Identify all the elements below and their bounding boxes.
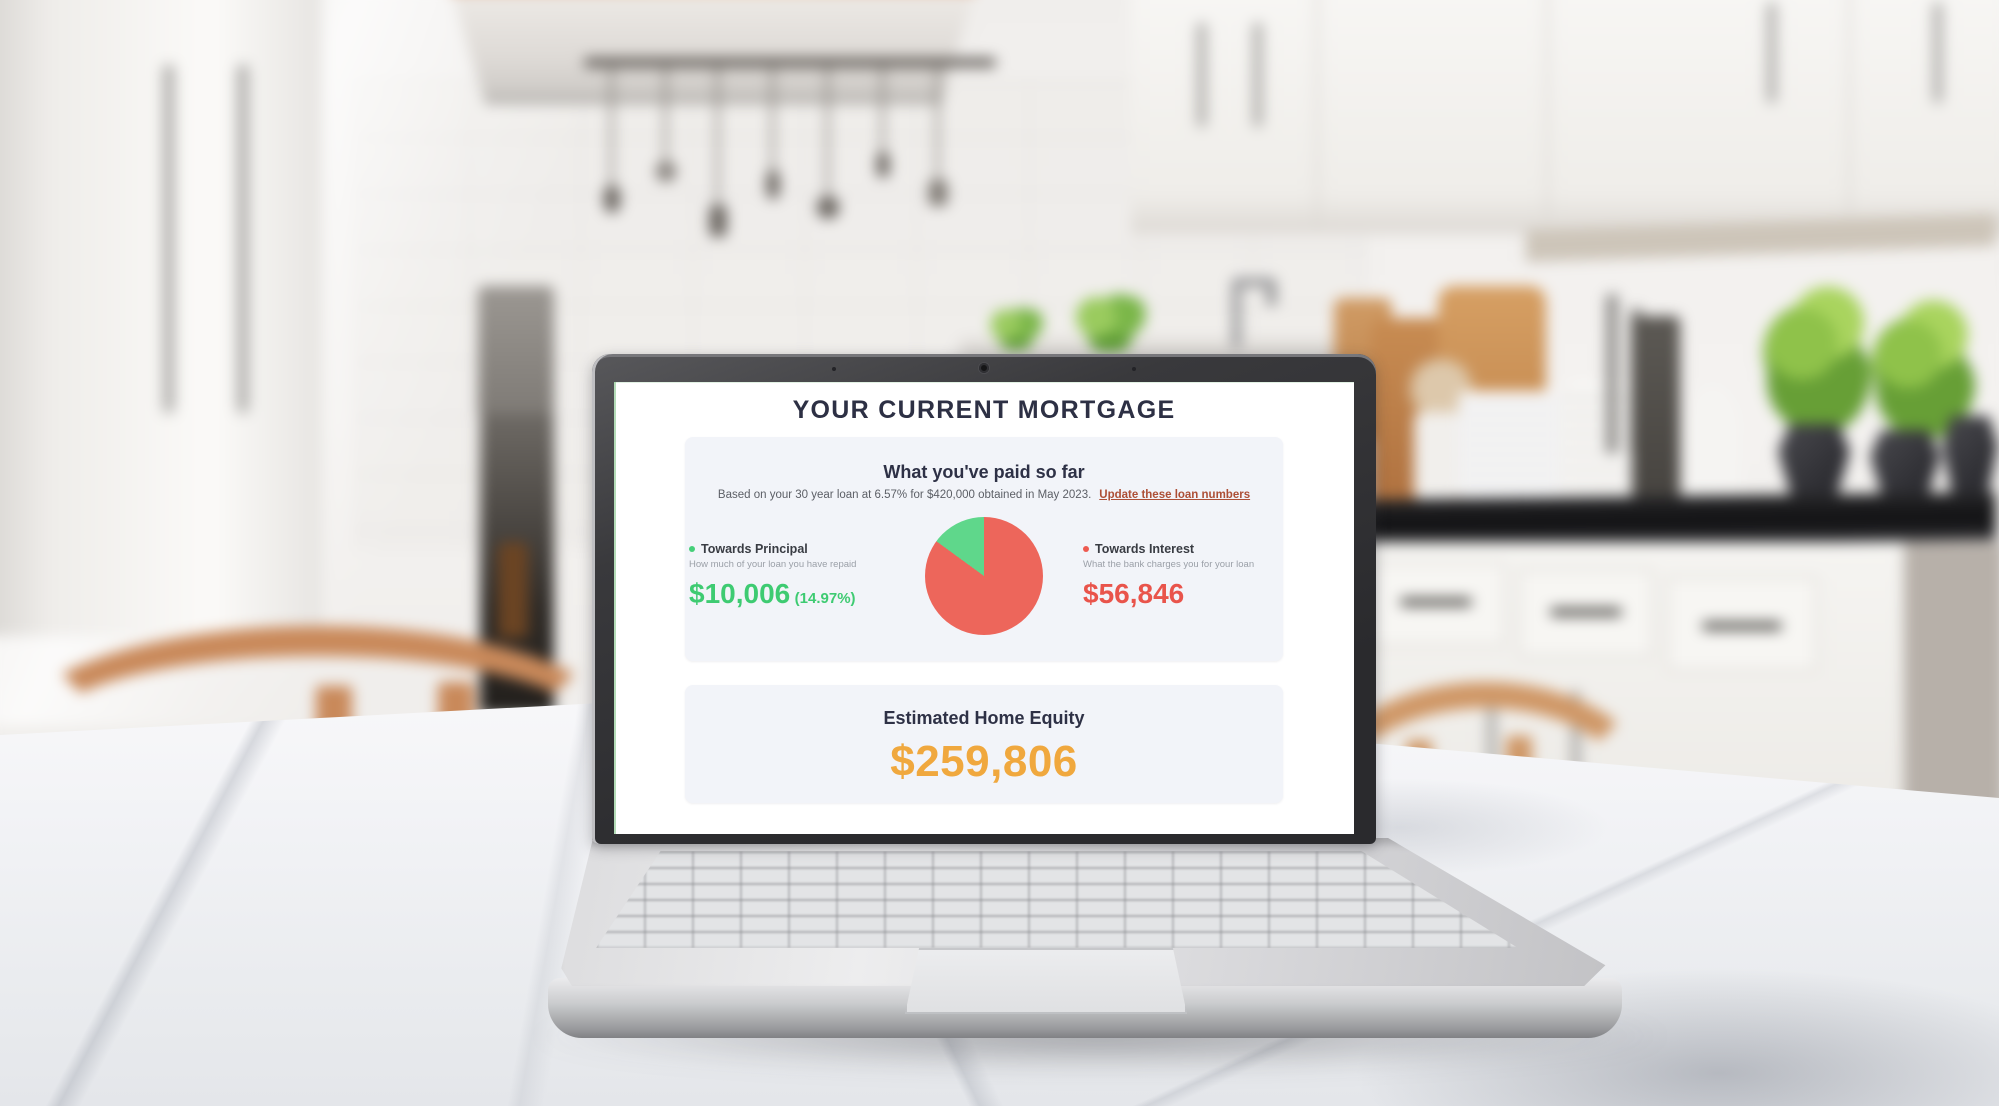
faucet-spout bbox=[1267, 284, 1276, 306]
update-loan-link[interactable]: Update these loan numbers bbox=[1099, 489, 1251, 501]
keyboard[interactable] bbox=[596, 851, 1518, 948]
plate-stack bbox=[1458, 391, 1560, 501]
cabinet-handle bbox=[1198, 22, 1205, 126]
principal-bullet-icon bbox=[689, 546, 695, 552]
herb-plant bbox=[981, 308, 1051, 350]
utensil-rail bbox=[584, 58, 996, 67]
paid-so-far-card: What you've paid so far Based on your 30… bbox=[685, 437, 1283, 661]
pie-chart bbox=[925, 517, 1043, 635]
cabinet-seam bbox=[1546, 0, 1549, 221]
camera-sensor-dot bbox=[1132, 367, 1136, 371]
home-equity-card: Estimated Home Equity $259,806 bbox=[685, 685, 1283, 803]
interest-label-row: Towards Interest bbox=[1083, 542, 1279, 556]
hanging-whisk bbox=[771, 67, 774, 172]
equity-heading: Estimated Home Equity bbox=[883, 708, 1085, 728]
herb-plant bbox=[1064, 294, 1156, 352]
drawer bbox=[1666, 576, 1818, 672]
loan-subtitle-text: Based on your 30 year loan at 6.57% for … bbox=[717, 489, 1092, 501]
black-countertop bbox=[1348, 492, 1996, 548]
interest-stat: Towards Interest What the bank charges y… bbox=[1083, 542, 1279, 610]
bowl-stack bbox=[1564, 382, 1634, 500]
interest-description: What the bank charges you for your loan bbox=[1083, 559, 1255, 570]
right-upper-cabinets bbox=[1131, 0, 1999, 234]
principal-percent: (14.97%) bbox=[794, 590, 856, 607]
brown-bottle bbox=[498, 542, 528, 638]
principal-amount: $10,006 bbox=[689, 578, 791, 609]
hood-lip bbox=[469, 97, 957, 104]
cabinet-seam bbox=[1316, 0, 1319, 226]
interest-label: Towards Interest bbox=[1095, 542, 1195, 556]
geometric-vase bbox=[1942, 416, 1998, 504]
drawer-handle bbox=[1400, 598, 1472, 606]
faucet bbox=[1232, 282, 1241, 348]
candlestick bbox=[1606, 294, 1618, 454]
geometric-vase bbox=[1778, 424, 1850, 504]
trackpad[interactable] bbox=[905, 948, 1187, 1014]
cabinet-handle bbox=[164, 64, 173, 412]
drawer-handle bbox=[1550, 608, 1622, 616]
drawer-handle bbox=[1702, 622, 1782, 630]
paid-card-heading: What you've paid so far bbox=[883, 462, 1085, 482]
cabinet-handle bbox=[1934, 2, 1941, 102]
laptop-display: YOUR CURRENT MORTGAGE What you've paid s… bbox=[614, 382, 1354, 834]
hanging-strainer bbox=[664, 67, 667, 162]
cabinet-seam bbox=[1848, 0, 1851, 216]
small-appliance bbox=[478, 286, 554, 416]
principal-label-row: Towards Principal bbox=[689, 542, 885, 556]
drawer bbox=[1366, 561, 1506, 647]
equity-amount: $259,806 bbox=[890, 737, 1078, 786]
loan-subtitle: Based on your 30 year loan at 6.57% for … bbox=[685, 489, 1283, 501]
hanging-spatula bbox=[716, 67, 719, 207]
white-pitcher bbox=[1685, 386, 1741, 498]
potted-plant bbox=[1756, 271, 1872, 433]
left-tall-cabinet bbox=[0, 0, 322, 636]
cabinet-handle bbox=[1768, 2, 1775, 102]
camera-sensor-dot bbox=[832, 367, 836, 371]
webcam bbox=[979, 363, 989, 373]
hanging-turner bbox=[936, 67, 939, 182]
interest-bullet-icon bbox=[1083, 546, 1089, 552]
principal-description: How much of your loan you have repaid bbox=[689, 559, 857, 570]
interest-amount: $56,846 bbox=[1083, 578, 1185, 609]
hanging-spoon bbox=[610, 67, 613, 187]
paid-stats-row: Towards Principal How much of your loan … bbox=[685, 517, 1283, 635]
interest-amount-row: $56,846 bbox=[1083, 578, 1279, 610]
page-title: YOUR CURRENT MORTGAGE bbox=[792, 396, 1176, 424]
cabinet-handle bbox=[238, 64, 247, 412]
utensil-crock bbox=[1632, 316, 1680, 498]
range-hood bbox=[448, 0, 978, 104]
flower-jar bbox=[1414, 412, 1460, 500]
principal-stat: Towards Principal How much of your loan … bbox=[689, 542, 885, 610]
cabinet-handle bbox=[1254, 22, 1261, 126]
hanging-fork bbox=[881, 67, 884, 155]
principal-label: Towards Principal bbox=[701, 542, 808, 556]
principal-amount-row: $10,006 (14.97%) bbox=[689, 578, 885, 610]
potted-plant bbox=[1864, 286, 1976, 438]
back-counter-edge bbox=[961, 338, 1361, 355]
faucet-arm bbox=[1232, 278, 1276, 287]
hanging-ladle bbox=[826, 67, 829, 197]
